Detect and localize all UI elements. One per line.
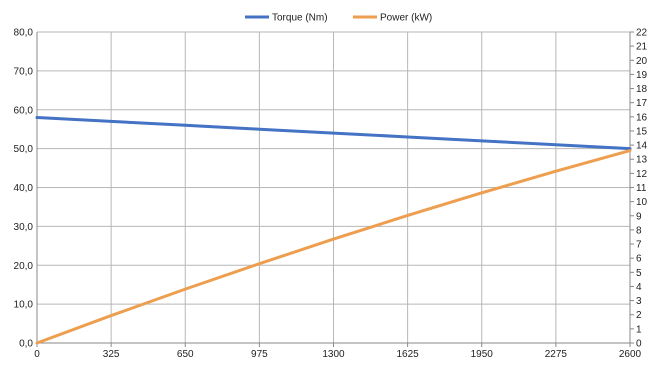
y-tick-label: 40,0 — [14, 183, 34, 194]
y2-tick-label: 20 — [636, 56, 648, 67]
grid — [36, 31, 634, 347]
y2-tick-label: 22 — [636, 28, 648, 39]
y2-tick-label: 11 — [636, 183, 647, 194]
x-tick-label: 1300 — [322, 349, 345, 360]
y-tick-label: 80,0 — [14, 28, 34, 39]
x-tick-label: 650 — [177, 349, 194, 360]
x-tick-label: 975 — [251, 349, 268, 360]
y2-tick-label: 3 — [636, 296, 642, 307]
x-tick-label: 325 — [103, 349, 120, 360]
y2-tick-label: 21 — [636, 42, 648, 53]
y2-tick-label: 4 — [636, 282, 642, 293]
data-point-power — [332, 237, 335, 241]
series-group — [35, 116, 632, 345]
data-point-torque — [332, 131, 335, 135]
y2-tick-label: 13 — [636, 155, 648, 166]
x-tick-label: 1950 — [471, 349, 494, 360]
y2-tick-label: 12 — [636, 169, 648, 180]
data-point-torque — [480, 139, 483, 143]
x-tick-label: 0 — [34, 349, 40, 360]
y2-tick-label: 18 — [636, 84, 648, 95]
data-point-torque — [406, 135, 409, 139]
y2-tick-label: 17 — [636, 98, 648, 109]
data-point-torque — [258, 127, 261, 131]
data-point-torque — [554, 143, 558, 146]
y-tick-label: 10,0 — [14, 300, 34, 311]
y-tick-label: 0,0 — [19, 339, 33, 350]
y2-tick-label: 7 — [636, 240, 642, 251]
legend-label-power: Power (kW) — [380, 13, 432, 24]
data-point-power — [35, 341, 39, 345]
y-tick-label: 30,0 — [14, 222, 34, 233]
y-tick-label: 70,0 — [14, 66, 34, 77]
y2-tick-label: 10 — [636, 197, 648, 208]
y-tick-label: 60,0 — [14, 105, 34, 116]
y2-tick-label: 1 — [636, 324, 642, 335]
legend: Torque (Nm) Power (kW) — [245, 13, 432, 24]
x-axis: 0 325 650 975 1300 1625 1950 2275 2600 — [34, 349, 641, 360]
y2-tick-label: 8 — [636, 225, 642, 236]
legend-label-torque: Torque (Nm) — [272, 13, 328, 24]
data-point-power — [480, 191, 483, 195]
x-tick-label: 2600 — [619, 349, 642, 360]
data-point-power — [554, 170, 558, 173]
data-point-power — [184, 287, 187, 291]
y2-tick-label: 15 — [636, 126, 648, 137]
y2-tick-label: 14 — [636, 141, 648, 152]
data-point-power — [628, 149, 632, 152]
y-axis-left: 0,0 10,0 20,0 30,0 40,0 50,0 60,0 70,0 80,0 — [14, 28, 34, 350]
y2-tick-label: 9 — [636, 211, 642, 222]
y2-tick-label: 5 — [636, 268, 642, 279]
data-point-power — [406, 214, 409, 217]
y2-tick-label: 6 — [636, 254, 642, 265]
y2-tick-label: 2 — [636, 310, 642, 321]
y-tick-label: 20,0 — [14, 261, 34, 272]
data-point-power — [109, 314, 113, 317]
data-point-torque — [35, 116, 39, 119]
data-point-torque — [109, 120, 113, 123]
y-tick-label: 50,0 — [14, 144, 34, 155]
y2-tick-label: 19 — [636, 70, 648, 81]
x-tick-label: 2275 — [545, 349, 568, 360]
y2-tick-label: 16 — [636, 112, 648, 123]
data-point-power — [258, 262, 261, 265]
y2-tick-label: 0 — [636, 339, 642, 350]
x-tick-label: 1625 — [397, 349, 420, 360]
data-point-torque — [184, 124, 187, 127]
